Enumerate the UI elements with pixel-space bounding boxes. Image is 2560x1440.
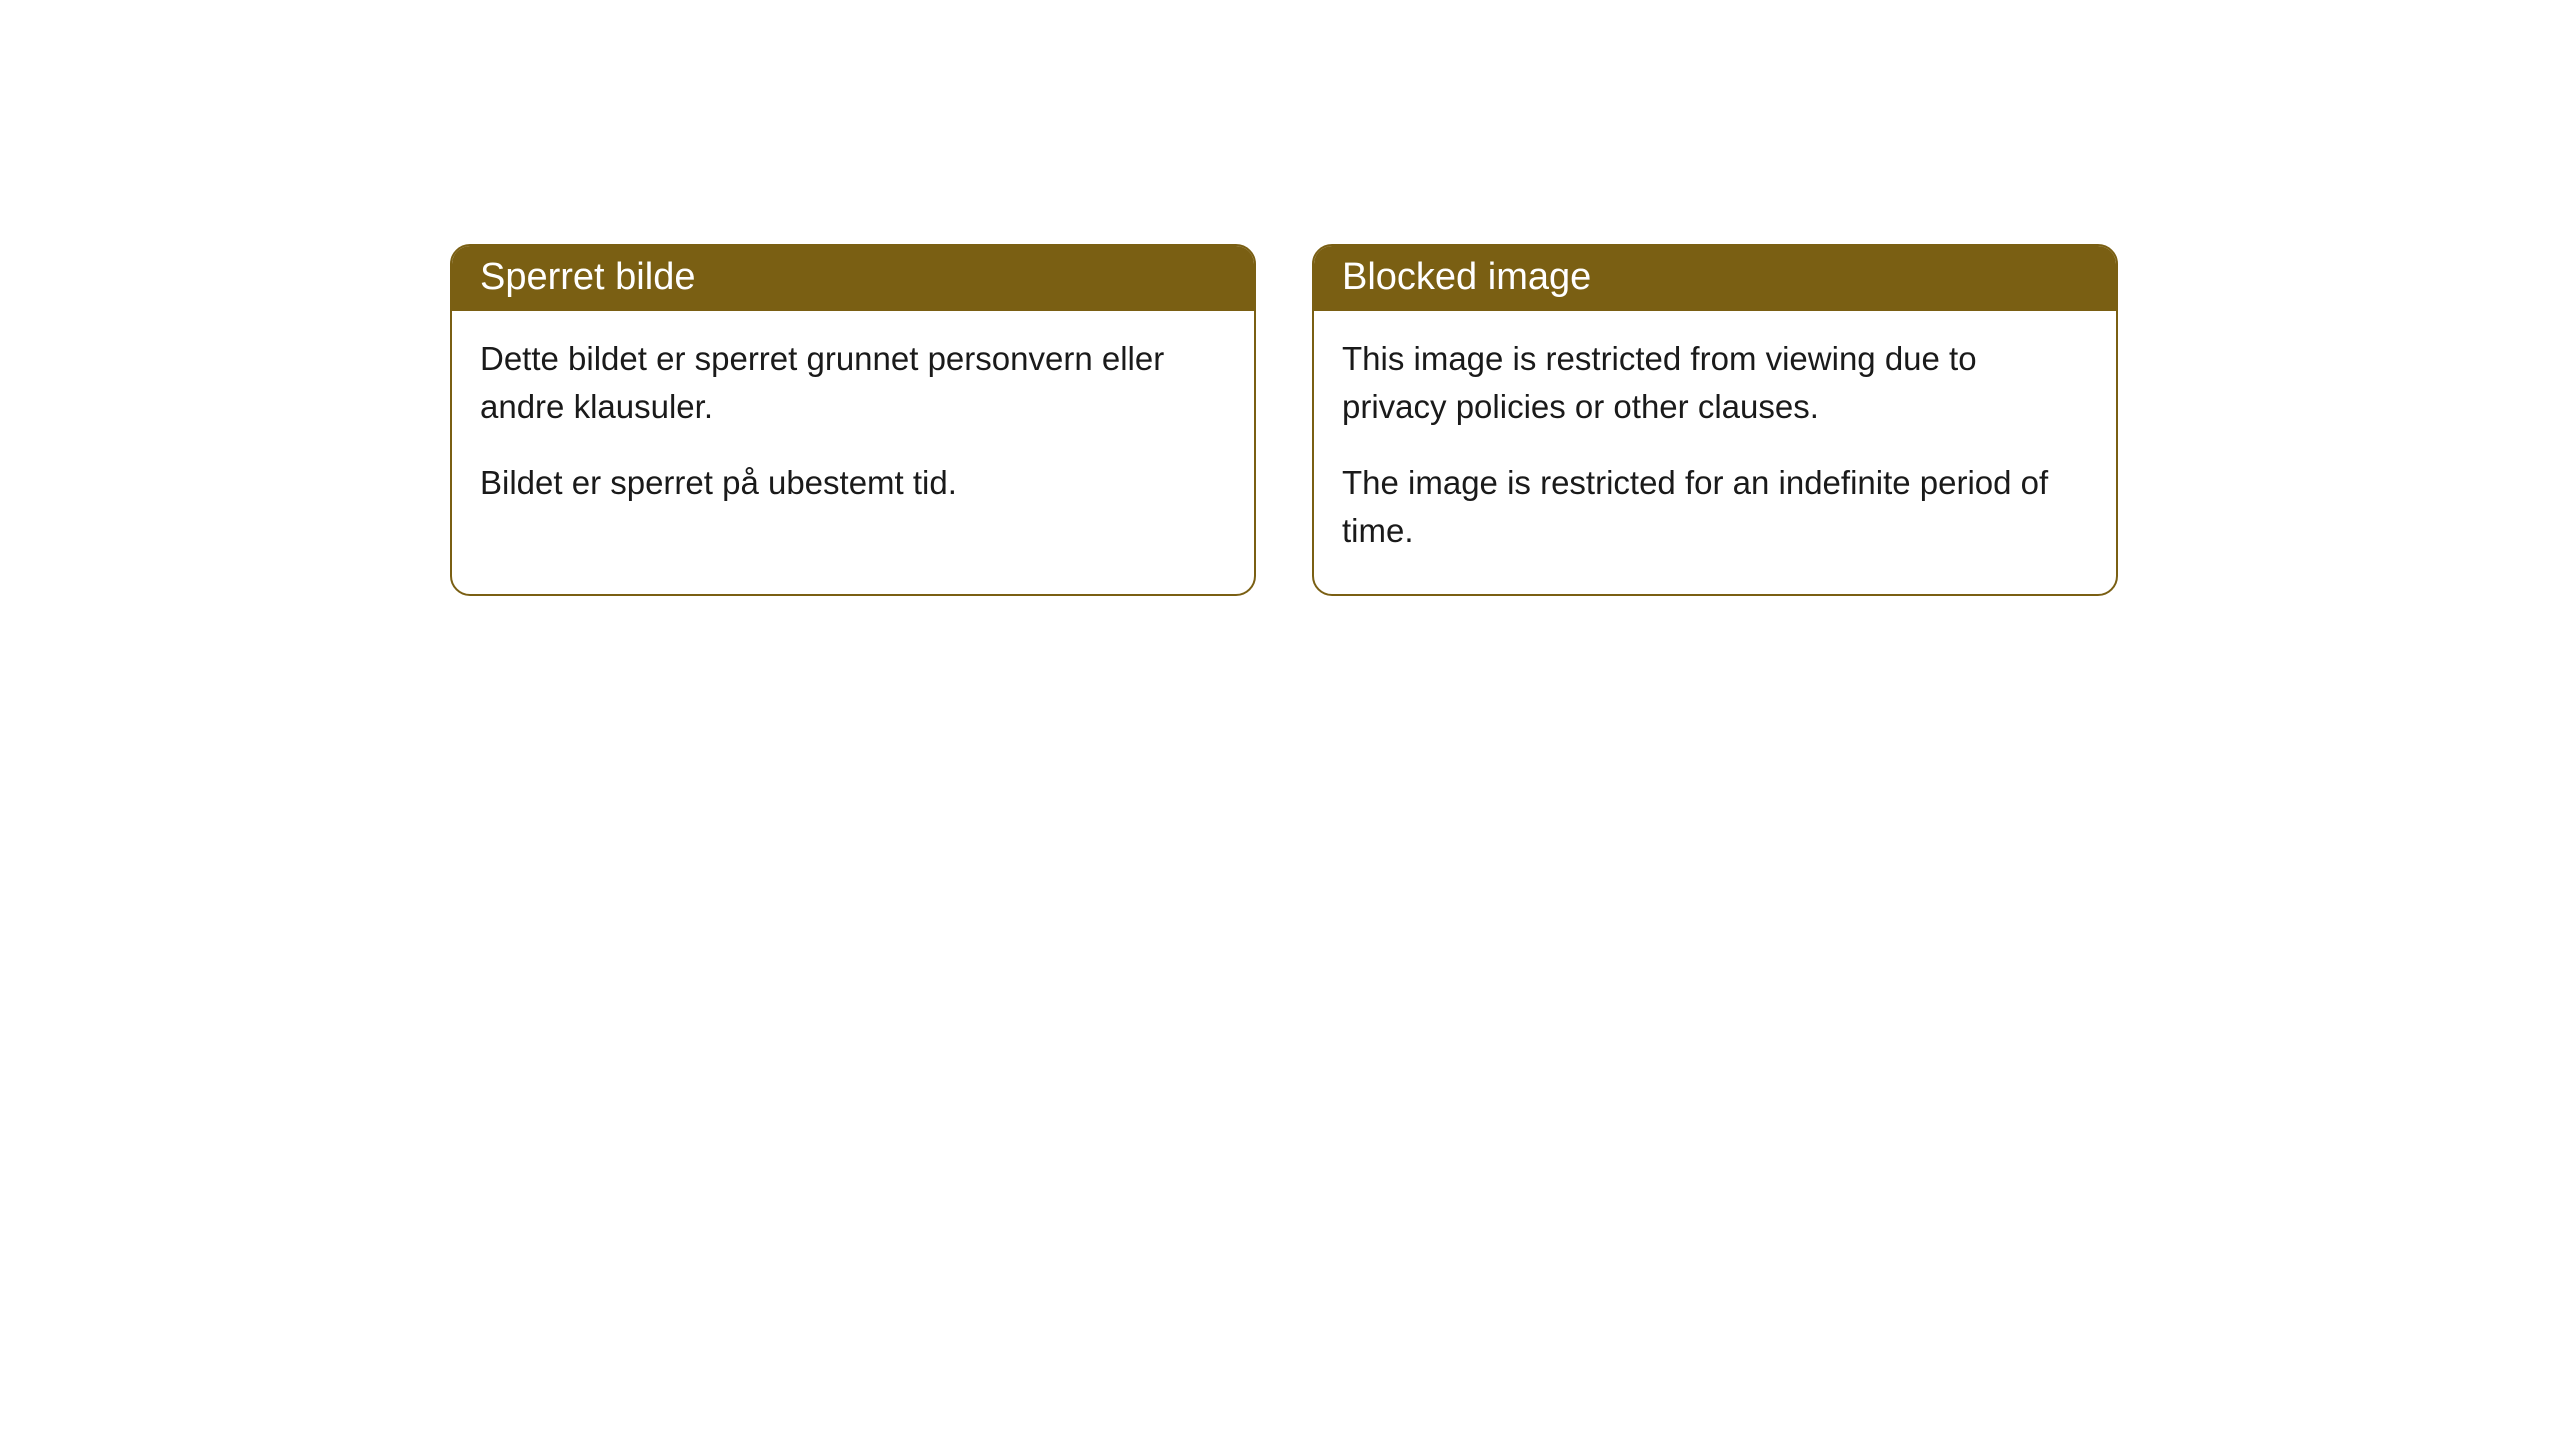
cards-container: Sperret bilde Dette bildet er sperret gr… — [450, 244, 2118, 596]
blocked-image-card-norwegian: Sperret bilde Dette bildet er sperret gr… — [450, 244, 1256, 596]
card-paragraph: Dette bildet er sperret grunnet personve… — [480, 335, 1226, 431]
card-body: This image is restricted from viewing du… — [1314, 311, 2116, 594]
card-paragraph: Bildet er sperret på ubestemt tid. — [480, 459, 1226, 507]
blocked-image-card-english: Blocked image This image is restricted f… — [1312, 244, 2118, 596]
card-title: Blocked image — [1342, 256, 1591, 298]
card-header: Blocked image — [1314, 246, 2116, 311]
card-body: Dette bildet er sperret grunnet personve… — [452, 311, 1254, 547]
card-paragraph: This image is restricted from viewing du… — [1342, 335, 2088, 431]
card-header: Sperret bilde — [452, 246, 1254, 311]
card-paragraph: The image is restricted for an indefinit… — [1342, 459, 2088, 555]
card-title: Sperret bilde — [480, 256, 695, 298]
